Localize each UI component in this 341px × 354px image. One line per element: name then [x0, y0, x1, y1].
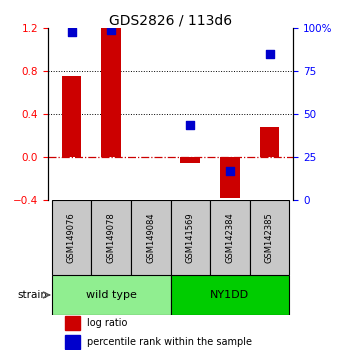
Text: GSM149078: GSM149078 — [107, 212, 116, 263]
Bar — [65, 316, 80, 330]
Text: GSM149084: GSM149084 — [146, 212, 155, 263]
Bar — [220, 157, 240, 198]
Bar — [101, 28, 121, 157]
Bar — [210, 200, 250, 275]
Text: GSM149076: GSM149076 — [67, 212, 76, 263]
Bar — [65, 336, 80, 349]
Bar — [250, 200, 289, 275]
Text: NY1DD: NY1DD — [210, 290, 250, 300]
Title: GDS2826 / 113d6: GDS2826 / 113d6 — [109, 13, 232, 27]
Text: GSM142385: GSM142385 — [265, 212, 274, 263]
Bar — [91, 200, 131, 275]
Text: percentile rank within the sample: percentile rank within the sample — [87, 337, 252, 347]
Bar — [62, 75, 81, 157]
Text: GSM141569: GSM141569 — [186, 212, 195, 263]
Point — [227, 168, 233, 174]
Bar — [131, 200, 170, 275]
Text: wild type: wild type — [86, 290, 136, 300]
Bar — [170, 200, 210, 275]
Point — [108, 27, 114, 33]
Bar — [52, 275, 170, 315]
Point — [69, 29, 74, 35]
Text: GSM142384: GSM142384 — [225, 212, 234, 263]
Text: log ratio: log ratio — [87, 318, 128, 328]
Text: strain: strain — [18, 290, 48, 300]
Bar — [260, 127, 279, 157]
Point — [267, 51, 272, 57]
Bar — [180, 157, 200, 162]
Point — [188, 122, 193, 127]
Bar — [170, 275, 289, 315]
Bar — [52, 200, 91, 275]
